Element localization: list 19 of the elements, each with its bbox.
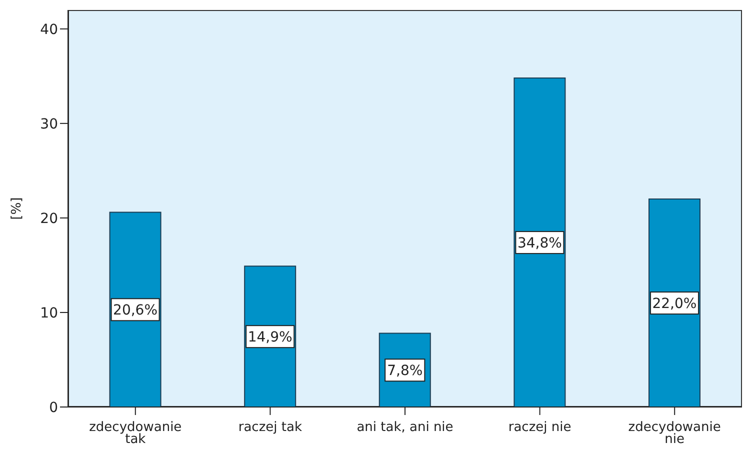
bar	[648, 198, 700, 407]
y-tick-label: 0	[49, 400, 58, 416]
y-axis-title: [%]	[10, 197, 25, 220]
data-label: 34,8%	[517, 236, 562, 252]
data-label: 22,0%	[652, 296, 697, 312]
x-tick-label: ani tak, ani nie	[356, 420, 454, 435]
y-tick-label: 30	[40, 116, 58, 132]
bar	[514, 78, 566, 407]
data-label: 20,6%	[113, 302, 158, 319]
bar	[109, 212, 162, 407]
x-tick-label: raczej tak	[238, 420, 302, 435]
x-tick-label: zdecydowanie nie	[628, 420, 721, 447]
x-tick-label: zdecydowanie tak	[89, 420, 182, 447]
data-label: 14,9%	[248, 330, 292, 346]
y-tick-label: 20	[40, 210, 58, 227]
data-label: 7,8%	[387, 363, 423, 380]
y-tick-label: 40	[40, 22, 58, 38]
x-tick-label: raczej nie	[508, 420, 572, 435]
y-tick-label: 10	[40, 305, 58, 322]
